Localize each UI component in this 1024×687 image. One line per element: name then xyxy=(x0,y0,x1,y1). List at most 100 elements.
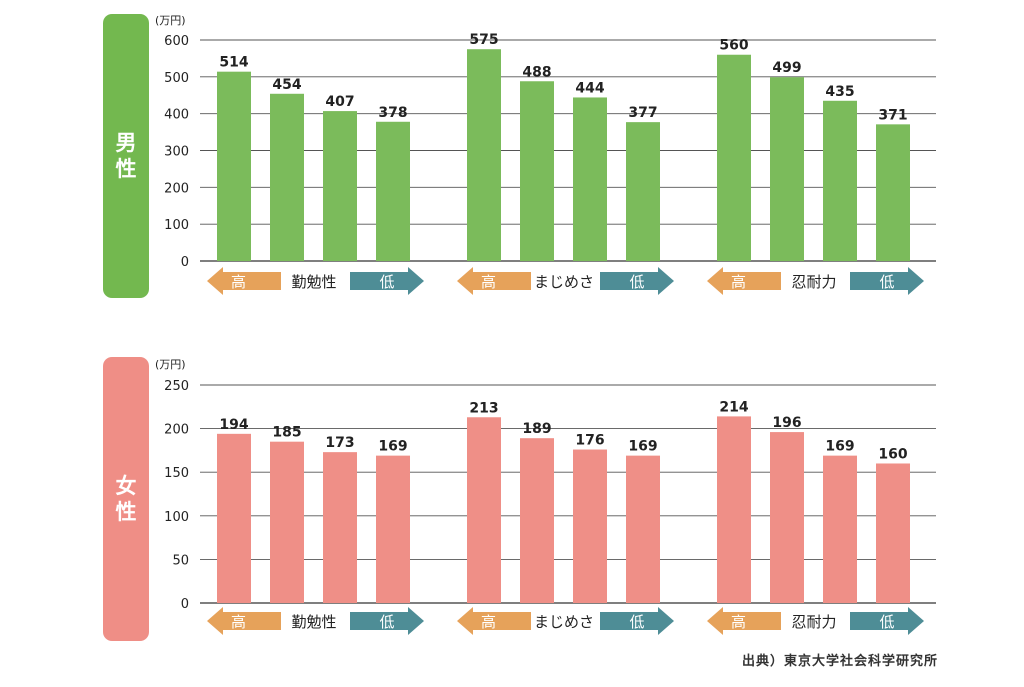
male-high-arrow xyxy=(457,267,531,295)
male-y-tick-label: 300 xyxy=(164,145,189,160)
male-unit-label: (万円) xyxy=(155,14,186,27)
female-bar xyxy=(323,452,357,603)
male-low-label: 低 xyxy=(879,273,894,291)
male-bar-value-label: 435 xyxy=(825,84,854,100)
female-low-arrow xyxy=(600,607,674,635)
male-group-name: 勤勉性 xyxy=(291,273,336,291)
male-low-arrow xyxy=(850,267,924,295)
male-high-arrow xyxy=(707,267,781,295)
male-high-label: 高 xyxy=(231,273,246,291)
female-bar-value-label: 173 xyxy=(325,435,354,451)
female-bar-value-label: 189 xyxy=(522,421,551,437)
male-y-tick-label: 100 xyxy=(164,218,189,233)
female-bar xyxy=(823,455,857,603)
male-bar-value-label: 378 xyxy=(378,105,407,121)
male-high-arrow xyxy=(207,267,281,295)
female-bar-value-label: 213 xyxy=(469,400,498,416)
female-low-arrow xyxy=(850,607,924,635)
male-group-name: 忍耐力 xyxy=(791,273,836,291)
male-low-arrow xyxy=(350,267,424,295)
male-y-tick-label: 400 xyxy=(164,108,189,123)
male-bar xyxy=(876,124,910,262)
female-y-tick-label: 150 xyxy=(164,466,189,481)
male-bar-value-label: 444 xyxy=(575,80,604,96)
female-bar-value-label: 160 xyxy=(878,446,907,462)
female-y-tick-label: 50 xyxy=(172,553,189,568)
female-bar xyxy=(573,449,607,603)
female-group-name: まじめさ xyxy=(534,613,594,631)
male-high-label: 高 xyxy=(481,273,496,291)
male-side-label-char: 男 xyxy=(116,131,137,155)
female-group-name: 忍耐力 xyxy=(791,613,836,631)
male-y-tick-label: 200 xyxy=(164,181,189,196)
female-unit-label: (万円) xyxy=(155,358,186,371)
female-bar-value-label: 194 xyxy=(219,417,248,433)
female-bar xyxy=(626,455,660,603)
male-y-tick-label: 0 xyxy=(181,255,189,270)
female-side-label-char: 性 xyxy=(116,500,137,524)
female-bar xyxy=(376,455,410,603)
male-bar xyxy=(323,111,357,261)
female-high-arrow xyxy=(457,607,531,635)
female-side-label-char: 女 xyxy=(116,474,137,498)
male-bar xyxy=(217,71,251,261)
female-bar xyxy=(876,463,910,603)
male-bar-value-label: 454 xyxy=(272,77,301,93)
female-low-label: 低 xyxy=(879,613,894,631)
male-bar xyxy=(626,122,660,261)
male-bar-value-label: 499 xyxy=(772,60,801,76)
male-bar-value-label: 514 xyxy=(219,55,248,71)
female-group-name: 勤勉性 xyxy=(291,613,336,631)
female-y-tick-label: 100 xyxy=(164,510,189,525)
male-low-arrow xyxy=(600,267,674,295)
female-y-tick-label: 200 xyxy=(164,423,189,438)
male-bar xyxy=(520,81,554,262)
female-bar-value-label: 169 xyxy=(378,439,407,455)
female-bar xyxy=(770,432,804,603)
female-y-tick-label: 250 xyxy=(164,379,189,394)
male-bar xyxy=(770,77,804,262)
female-bar xyxy=(467,417,501,603)
female-high-label: 高 xyxy=(231,613,246,631)
female-low-label: 低 xyxy=(379,613,394,631)
female-bar-value-label: 169 xyxy=(628,439,657,455)
male-bar xyxy=(573,97,607,262)
male-bar xyxy=(376,121,410,262)
male-bar-value-label: 560 xyxy=(719,38,748,54)
male-low-label: 低 xyxy=(629,273,644,291)
male-bar-value-label: 377 xyxy=(628,105,657,121)
female-high-arrow xyxy=(707,607,781,635)
male-side-label-char: 性 xyxy=(116,157,137,181)
female-side-panel xyxy=(103,357,149,641)
male-bar xyxy=(823,100,857,262)
male-bar xyxy=(467,49,501,262)
female-high-label: 高 xyxy=(481,613,496,631)
female-y-tick-label: 0 xyxy=(181,597,189,612)
female-low-arrow xyxy=(350,607,424,635)
male-side-panel xyxy=(103,14,149,298)
male-group-name: まじめさ xyxy=(534,273,594,291)
male-bar-value-label: 371 xyxy=(878,107,907,123)
female-bar-value-label: 176 xyxy=(575,433,604,449)
female-bar-value-label: 185 xyxy=(272,425,301,441)
female-high-arrow xyxy=(207,607,281,635)
female-bar-value-label: 214 xyxy=(719,399,748,415)
male-low-label: 低 xyxy=(379,273,394,291)
male-high-label: 高 xyxy=(731,273,746,291)
male-bar-value-label: 488 xyxy=(522,64,551,80)
female-bar xyxy=(217,433,251,603)
female-bar xyxy=(270,441,304,603)
female-bar xyxy=(717,416,751,603)
male-bar xyxy=(717,54,751,261)
source-credit: 出典）東京大学社会科学研究所 xyxy=(741,654,938,669)
male-y-tick-label: 600 xyxy=(164,34,189,49)
female-low-label: 低 xyxy=(629,613,644,631)
male-bar-value-label: 575 xyxy=(469,32,498,48)
female-bar-value-label: 196 xyxy=(772,415,801,431)
male-bar-value-label: 407 xyxy=(325,94,354,110)
female-bar xyxy=(520,438,554,603)
male-y-tick-label: 500 xyxy=(164,71,189,86)
female-high-label: 高 xyxy=(731,613,746,631)
